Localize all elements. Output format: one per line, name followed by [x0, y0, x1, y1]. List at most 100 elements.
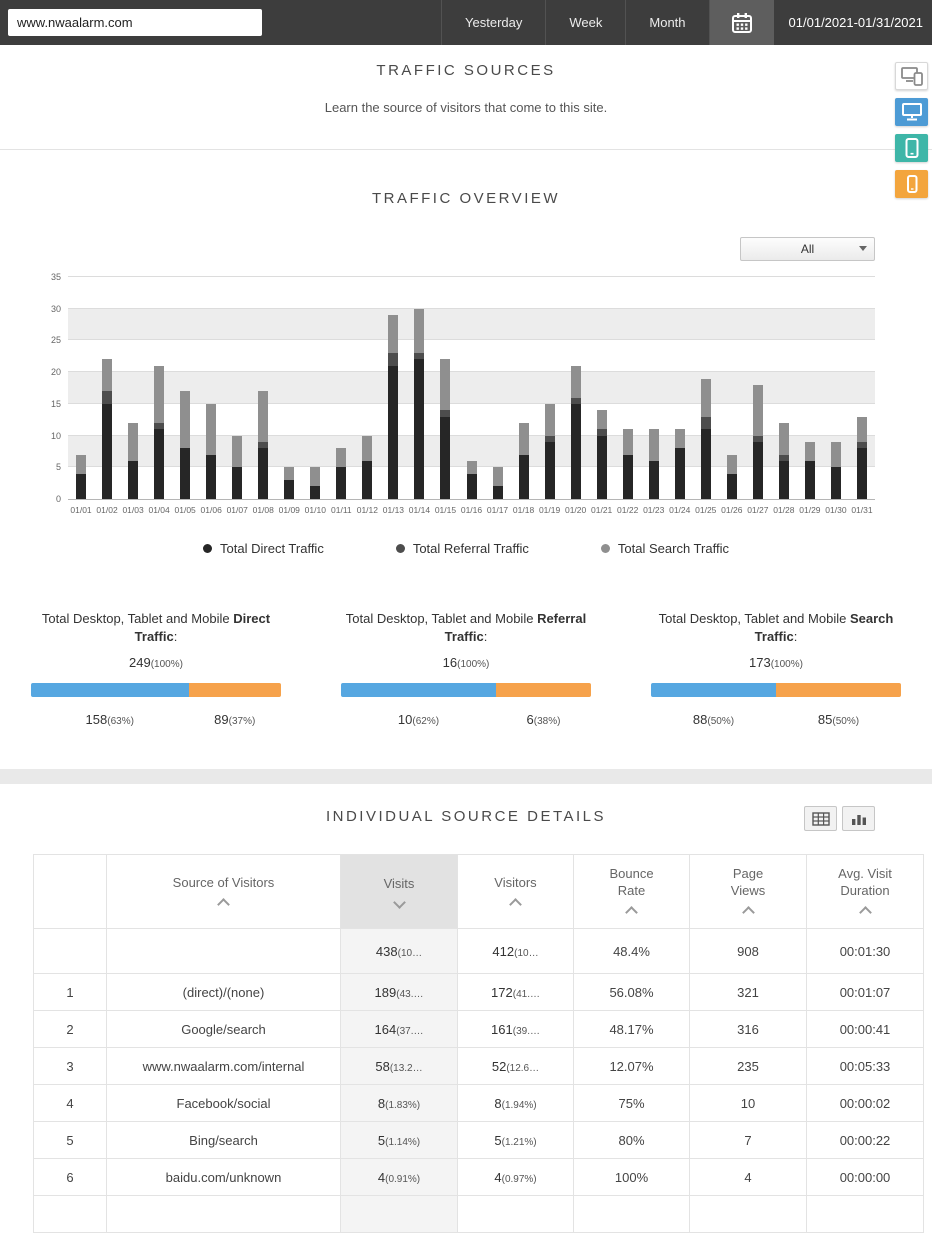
bar-segment-total-direct-traffic	[258, 448, 269, 499]
bar-segment-total-referral-traffic	[700, 416, 711, 430]
x-axis-label: 01/08	[252, 505, 274, 515]
rank-cell: 6	[33, 1158, 107, 1196]
table-view-button[interactable]	[804, 806, 837, 831]
sort-asc-icon	[741, 906, 755, 919]
x-axis-label: 01/30	[825, 505, 847, 515]
right-bar-segment	[188, 683, 281, 697]
bar-segment-total-referral-traffic	[856, 441, 867, 449]
bar-segment-total-search-traffic	[674, 429, 685, 449]
gridline	[68, 434, 875, 436]
bounce-rate-cell: 48.4%	[573, 928, 690, 974]
right-bar-segment	[496, 683, 591, 697]
bounce-rate-cell: 12.07%	[573, 1047, 690, 1085]
chart-x-axis: 01/01 01/02 01/03 01/04 01/05 01/06 01/07 01/08…	[68, 505, 875, 515]
sort-asc-icon	[858, 906, 872, 919]
visits-cell: 5(1.14%)	[340, 1121, 458, 1159]
x-axis-label: 01/11	[331, 505, 352, 515]
legend-item-total-direct-traffic[interactable]: Total Direct Traffic	[203, 541, 324, 556]
x-axis-label: 01/26	[721, 505, 743, 515]
bar-segment-total-search-traffic	[856, 416, 867, 442]
view-toggle-group	[804, 806, 875, 831]
bar-segment-total-direct-traffic	[154, 429, 165, 499]
chevron-down-icon	[859, 246, 867, 251]
column-header-bounce-rate[interactable]: Bounce Rate	[573, 854, 690, 929]
table-row: 4 Facebook/social 8(1.83%) 8(1.94%) 75% 10 00:…	[33, 1084, 924, 1122]
column-header-page-views[interactable]: Page Views	[689, 854, 807, 929]
bar-segment-total-direct-traffic	[856, 448, 867, 499]
source-details-section: INDIVIDUAL SOURCE DETAILS Source of Visi…	[0, 784, 932, 1233]
bar-segment-total-direct-traffic	[388, 365, 399, 499]
page-views-cell: 235	[689, 1047, 807, 1085]
right-segment-label: 6(38%)	[526, 712, 561, 727]
column-label: Visits	[383, 876, 415, 891]
y-axis-label: 30	[50, 303, 61, 314]
page-views-cell: 4	[689, 1158, 807, 1196]
x-axis-label: 01/29	[799, 505, 821, 515]
visits-cell: 4(0.91%)	[340, 1158, 458, 1196]
tablet-filter-button[interactable]	[895, 134, 928, 162]
bounce-rate-cell: 48.17%	[573, 1010, 690, 1048]
bar-segment-total-search-traffic	[492, 467, 503, 487]
column-label: Bounce Rate	[609, 866, 654, 898]
url-input[interactable]	[8, 9, 262, 36]
bar-segment-total-referral-traffic	[258, 441, 269, 449]
summary-card-title: Total Desktop, Tablet and Mobile Referra…	[345, 611, 587, 644]
bar-segment-total-search-traffic	[414, 308, 425, 354]
bounce-rate-cell: 56.08%	[573, 973, 690, 1011]
x-axis-label: 01/28	[773, 505, 795, 515]
range-yesterday-button[interactable]: Yesterday	[441, 0, 547, 45]
x-axis-label: 01/09	[278, 505, 300, 515]
x-axis-label: 01/31	[851, 505, 873, 515]
x-axis-label: 01/05	[174, 505, 196, 515]
sort-desc-icon	[392, 896, 406, 909]
legend-item-total-referral-traffic[interactable]: Total Referral Traffic	[395, 541, 529, 556]
traffic-sources-title: TRAFFIC SOURCES	[376, 62, 556, 79]
bar-segment-total-direct-traffic	[336, 467, 347, 499]
bar-segment-total-direct-traffic	[518, 454, 529, 499]
rank-cell	[33, 928, 107, 974]
legend-dot	[203, 544, 213, 553]
bar-segment-total-search-traffic	[622, 429, 633, 455]
bar-segment-total-search-traffic	[648, 429, 659, 461]
column-header-rank	[33, 854, 107, 929]
bar-segment-total-search-traffic	[206, 403, 217, 455]
x-axis-label: 01/22	[617, 505, 639, 515]
y-axis-label: 5	[55, 462, 61, 473]
range-week-button[interactable]: Week	[546, 0, 627, 45]
column-header-source-of-visitors[interactable]: Source of Visitors	[106, 854, 341, 929]
traffic-sources-section: TRAFFIC SOURCES Learn the source of visi…	[0, 45, 932, 150]
bar-segment-total-direct-traffic	[414, 359, 425, 499]
bar-segment-total-search-traffic	[102, 359, 113, 392]
column-header-visitors[interactable]: Visitors	[457, 854, 574, 929]
visits-cell: 8(1.83%)	[340, 1084, 458, 1122]
bar-segment-total-direct-traffic	[492, 486, 503, 499]
duration-cell: 00:01:07	[806, 973, 924, 1011]
traffic-filter-select[interactable]: All	[740, 237, 875, 261]
page-views-cell: 10	[689, 1084, 807, 1122]
desktop-filter-button[interactable]	[895, 98, 928, 126]
source-cell	[106, 928, 341, 974]
column-label: Page Views	[730, 866, 766, 898]
visitors-cell: 172(41.…	[457, 973, 574, 1011]
rank-cell: 3	[33, 1047, 107, 1085]
left-segment-label: 88(50%)	[692, 712, 735, 727]
page-views-cell: 7	[689, 1121, 807, 1159]
visits-cell: 164(37.…	[340, 1010, 458, 1048]
chart-view-button[interactable]	[842, 806, 875, 831]
empty-cell	[340, 1195, 458, 1233]
table-row: 2 Google/search 164(37.… 161(39.… 48.17% 316 0…	[33, 1010, 924, 1048]
bounce-rate-cell: 75%	[573, 1084, 690, 1122]
mobile-filter-button[interactable]	[895, 170, 928, 198]
all-devices-button[interactable]	[895, 62, 928, 90]
summary-card-title: Total Desktop, Tablet and Mobile Direct …	[41, 611, 271, 644]
legend-item-total-search-traffic[interactable]: Total Search Traffic	[600, 541, 729, 556]
duration-cell: 00:00:02	[806, 1084, 924, 1122]
range-month-button[interactable]: Month	[626, 0, 710, 45]
column-header-avg-visit-duration[interactable]: Avg. Visit Duration	[806, 854, 924, 929]
legend-label: Total Search Traffic	[617, 541, 729, 556]
calendar-button[interactable]	[709, 0, 774, 45]
bar-segment-total-direct-traffic	[596, 435, 607, 499]
summary-split-bar	[341, 683, 591, 697]
column-label: Visitors	[494, 874, 537, 890]
column-header-visits[interactable]: Visits	[340, 854, 458, 929]
